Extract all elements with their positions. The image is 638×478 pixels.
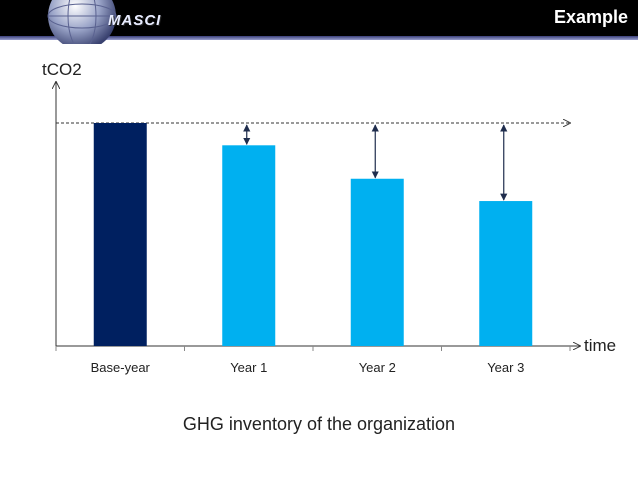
globe-icon: [47, 0, 117, 51]
masci-logo: MASCI: [30, 0, 180, 51]
logo-text: MASCI: [108, 12, 162, 29]
bar-year-2: [350, 178, 404, 346]
bar-chart: Base-year Year 1 Year 2 Year 3 tCO2 time: [42, 60, 616, 375]
page-title: Example: [553, 7, 628, 27]
x-tick-label: Year 1: [230, 360, 267, 375]
x-tick-label: Base-year: [91, 360, 151, 375]
bar-base-year: [93, 123, 147, 346]
header-divider: [0, 36, 638, 40]
x-axis-label: time: [584, 336, 616, 355]
y-axis-label: tCO2: [42, 60, 82, 79]
x-tick-label: Year 2: [359, 360, 396, 375]
chart-caption: GHG inventory of the organization: [182, 414, 456, 434]
x-tick-label: Year 3: [487, 360, 524, 375]
bar-year-3: [479, 201, 533, 346]
bar-year-1: [222, 145, 276, 346]
